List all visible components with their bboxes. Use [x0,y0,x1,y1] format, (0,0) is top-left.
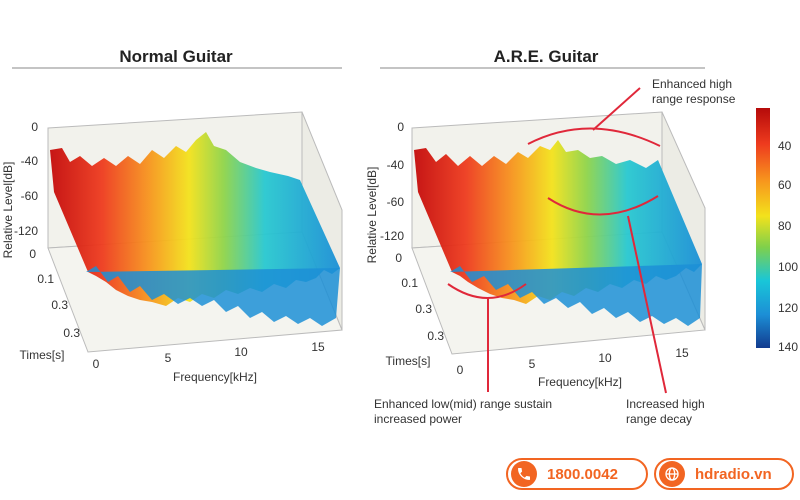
phone-badge[interactable]: 1800.0042 [506,458,648,490]
x-tick-label: 10 [598,351,612,365]
annotation-label: Enhanced low(mid) range sustain [374,397,552,411]
y-tick-label: 0.3 [51,298,68,312]
website-badge[interactable]: hdradio.vn [654,458,794,490]
colorbar-gradient [756,108,770,348]
spectrum-floor-edge [450,264,702,326]
y-tick-label: 0.3 [63,326,80,340]
colorbar-tick: 100 [778,260,798,274]
phone-number: 1800.0042 [547,465,618,483]
annotation-label: Enhanced high [652,77,732,91]
annotation-label: increased power [374,412,462,426]
colorbar: 40 60 80 100 120 140 [756,108,798,354]
annotation-label: range decay [626,412,692,426]
chart-title: Normal Guitar [119,47,233,66]
x-tick-label: 10 [234,345,248,359]
annotation-arc-high-decay [547,195,659,216]
colorbar-tick: 80 [778,219,792,233]
annotation-label: Increased high [626,397,705,411]
z-tick-label: -120 [14,224,38,238]
spectrum-surface [50,132,340,306]
z-tick-label: -60 [387,195,405,209]
y-tick-label: 0 [395,251,402,265]
website-url: hdradio.vn [695,465,772,483]
colorbar-tick: 120 [778,301,798,315]
phone-icon [511,461,537,487]
chart-title: A.R.E. Guitar [494,47,599,66]
x-tick-label: 15 [311,340,325,354]
z-tick-label: -60 [21,189,39,203]
annotation-leader [627,215,667,394]
colorbar-tick: 140 [778,340,798,354]
colorbar-tick: 40 [778,139,792,153]
x-axis-label: Frequency[kHz] [173,370,257,384]
x-tick-label: 0 [457,363,464,377]
x-axis-label: Frequency[kHz] [538,375,622,389]
z-axis-label: Relative Level[dB] [365,167,379,264]
annotation-label: range response [652,92,736,106]
colorbar-tick: 60 [778,178,792,192]
annotation-leader [592,87,641,131]
z-tick-label: 0 [397,120,404,134]
z-tick-label: -120 [380,229,404,243]
z-axis-label: Relative Level[dB] [1,162,15,259]
y-axis-label: Times[s] [20,348,65,362]
x-tick-label: 5 [529,357,536,371]
annotation-arc-high-response [527,127,661,147]
globe-icon [659,461,685,487]
x-tick-label: 5 [165,351,172,365]
spectrum-surface [414,140,702,304]
z-tick-label: -40 [387,158,405,172]
z-tick-label: 0 [31,120,38,134]
x-tick-label: 15 [675,346,689,360]
chart-normal-guitar: Normal Guitar 0 -40 -60 -120 Relative Le… [1,47,343,384]
y-tick-label: 0.3 [427,329,444,343]
z-tick-label: -40 [21,154,39,168]
chart-are-guitar: A.R.E. Guitar 0 -40 -60 -120 Relative Le… [365,47,736,426]
y-tick-label: 0.1 [37,272,54,286]
y-tick-label: 0 [29,247,36,261]
y-tick-label: 0.3 [415,302,432,316]
x-tick-label: 0 [93,357,100,371]
y-tick-label: 0.1 [401,276,418,290]
spectrum-floor-edge [86,266,340,326]
y-axis-label: Times[s] [386,354,431,368]
